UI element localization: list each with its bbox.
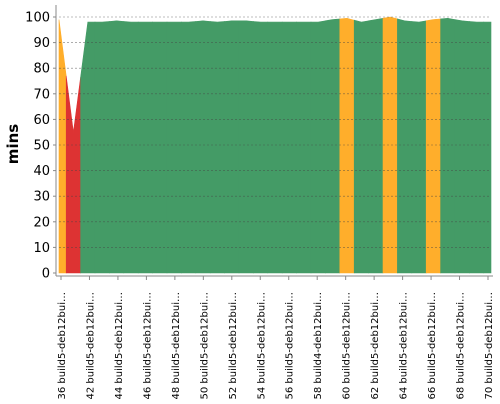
build-area-segment: [253, 21, 269, 274]
build-area-segment: [411, 20, 427, 274]
y-tick-label: 30: [33, 190, 50, 205]
x-tick-label: #464 build5-deb12bui…: [399, 292, 410, 400]
build-area-segment: [267, 21, 283, 274]
build-area-segment: [425, 18, 441, 274]
y-axis-title: mins: [4, 124, 22, 164]
build-area-segment: [397, 18, 413, 274]
build-area-segment: [109, 20, 125, 274]
x-tick-label: #446 build5-deb12bui…: [142, 292, 153, 400]
build-area-segment: [339, 17, 355, 274]
x-tick-label: #442 build5-deb12bui…: [86, 292, 97, 400]
build-area-segment: [166, 21, 182, 274]
x-tick-label: #236 build5-deb12bui…: [57, 292, 68, 400]
x-tick-label: #466 build5-deb12bui…: [427, 292, 438, 400]
x-tick-label: #454 build5-deb12bui…: [256, 292, 267, 400]
x-tick-label: #458 build4-deb12bui…: [313, 292, 324, 400]
build-area-segment: [209, 21, 225, 274]
build-area-segment: [195, 20, 211, 274]
y-tick-label: 100: [25, 11, 50, 26]
build-area-segment: [296, 21, 312, 274]
build-area-segment: [454, 19, 470, 274]
build-area-segment: [382, 16, 398, 274]
build-area-segment: [137, 21, 153, 274]
x-tick-label: #468 build5-deb12bui…: [456, 292, 467, 400]
x-tick-label: #452 build5-deb12bui…: [228, 292, 239, 400]
build-area-segment: [65, 75, 81, 274]
y-tick-label: 50: [33, 139, 50, 154]
build-area-segment: [483, 21, 492, 274]
y-tick-label: 40: [33, 164, 50, 179]
build-area-segment: [80, 21, 96, 274]
build-area-segment: [224, 20, 240, 274]
y-tick-label: 80: [33, 62, 50, 77]
x-tick-label: #462 build5-deb12bui…: [370, 292, 381, 400]
y-tick-label: 60: [33, 113, 50, 128]
build-area-segment: [123, 21, 139, 274]
build-area-segment: [440, 17, 456, 274]
build-area-segment: [181, 21, 197, 274]
build-area-segment: [325, 18, 341, 274]
y-tick-label: 90: [33, 36, 50, 51]
y-tick-label: 10: [33, 241, 50, 256]
x-tick-label: #448 build5-deb12bui…: [171, 292, 182, 400]
build-area-segment: [281, 21, 297, 274]
y-tick-label: 0: [42, 267, 50, 282]
build-area-segment: [310, 20, 326, 274]
x-tick-label: #470 build5-deb12bui…: [484, 292, 495, 400]
build-area-segment: [368, 17, 384, 274]
x-tick-label: #450 build5-deb12bui…: [199, 292, 210, 400]
x-tick-label: #456 build5-deb12bui…: [285, 292, 296, 400]
y-tick-label: 70: [33, 87, 50, 102]
build-area-segment: [94, 21, 110, 274]
build-area-segment: [238, 20, 254, 274]
build-area-segment: [353, 19, 369, 274]
x-tick-label: #460 build5-deb12bui…: [342, 292, 353, 400]
build-area-segment: [469, 21, 485, 274]
build-area-segment: [152, 21, 168, 274]
y-tick-label: 20: [33, 215, 50, 230]
x-tick-label: #444 build5-deb12bui…: [114, 292, 125, 400]
